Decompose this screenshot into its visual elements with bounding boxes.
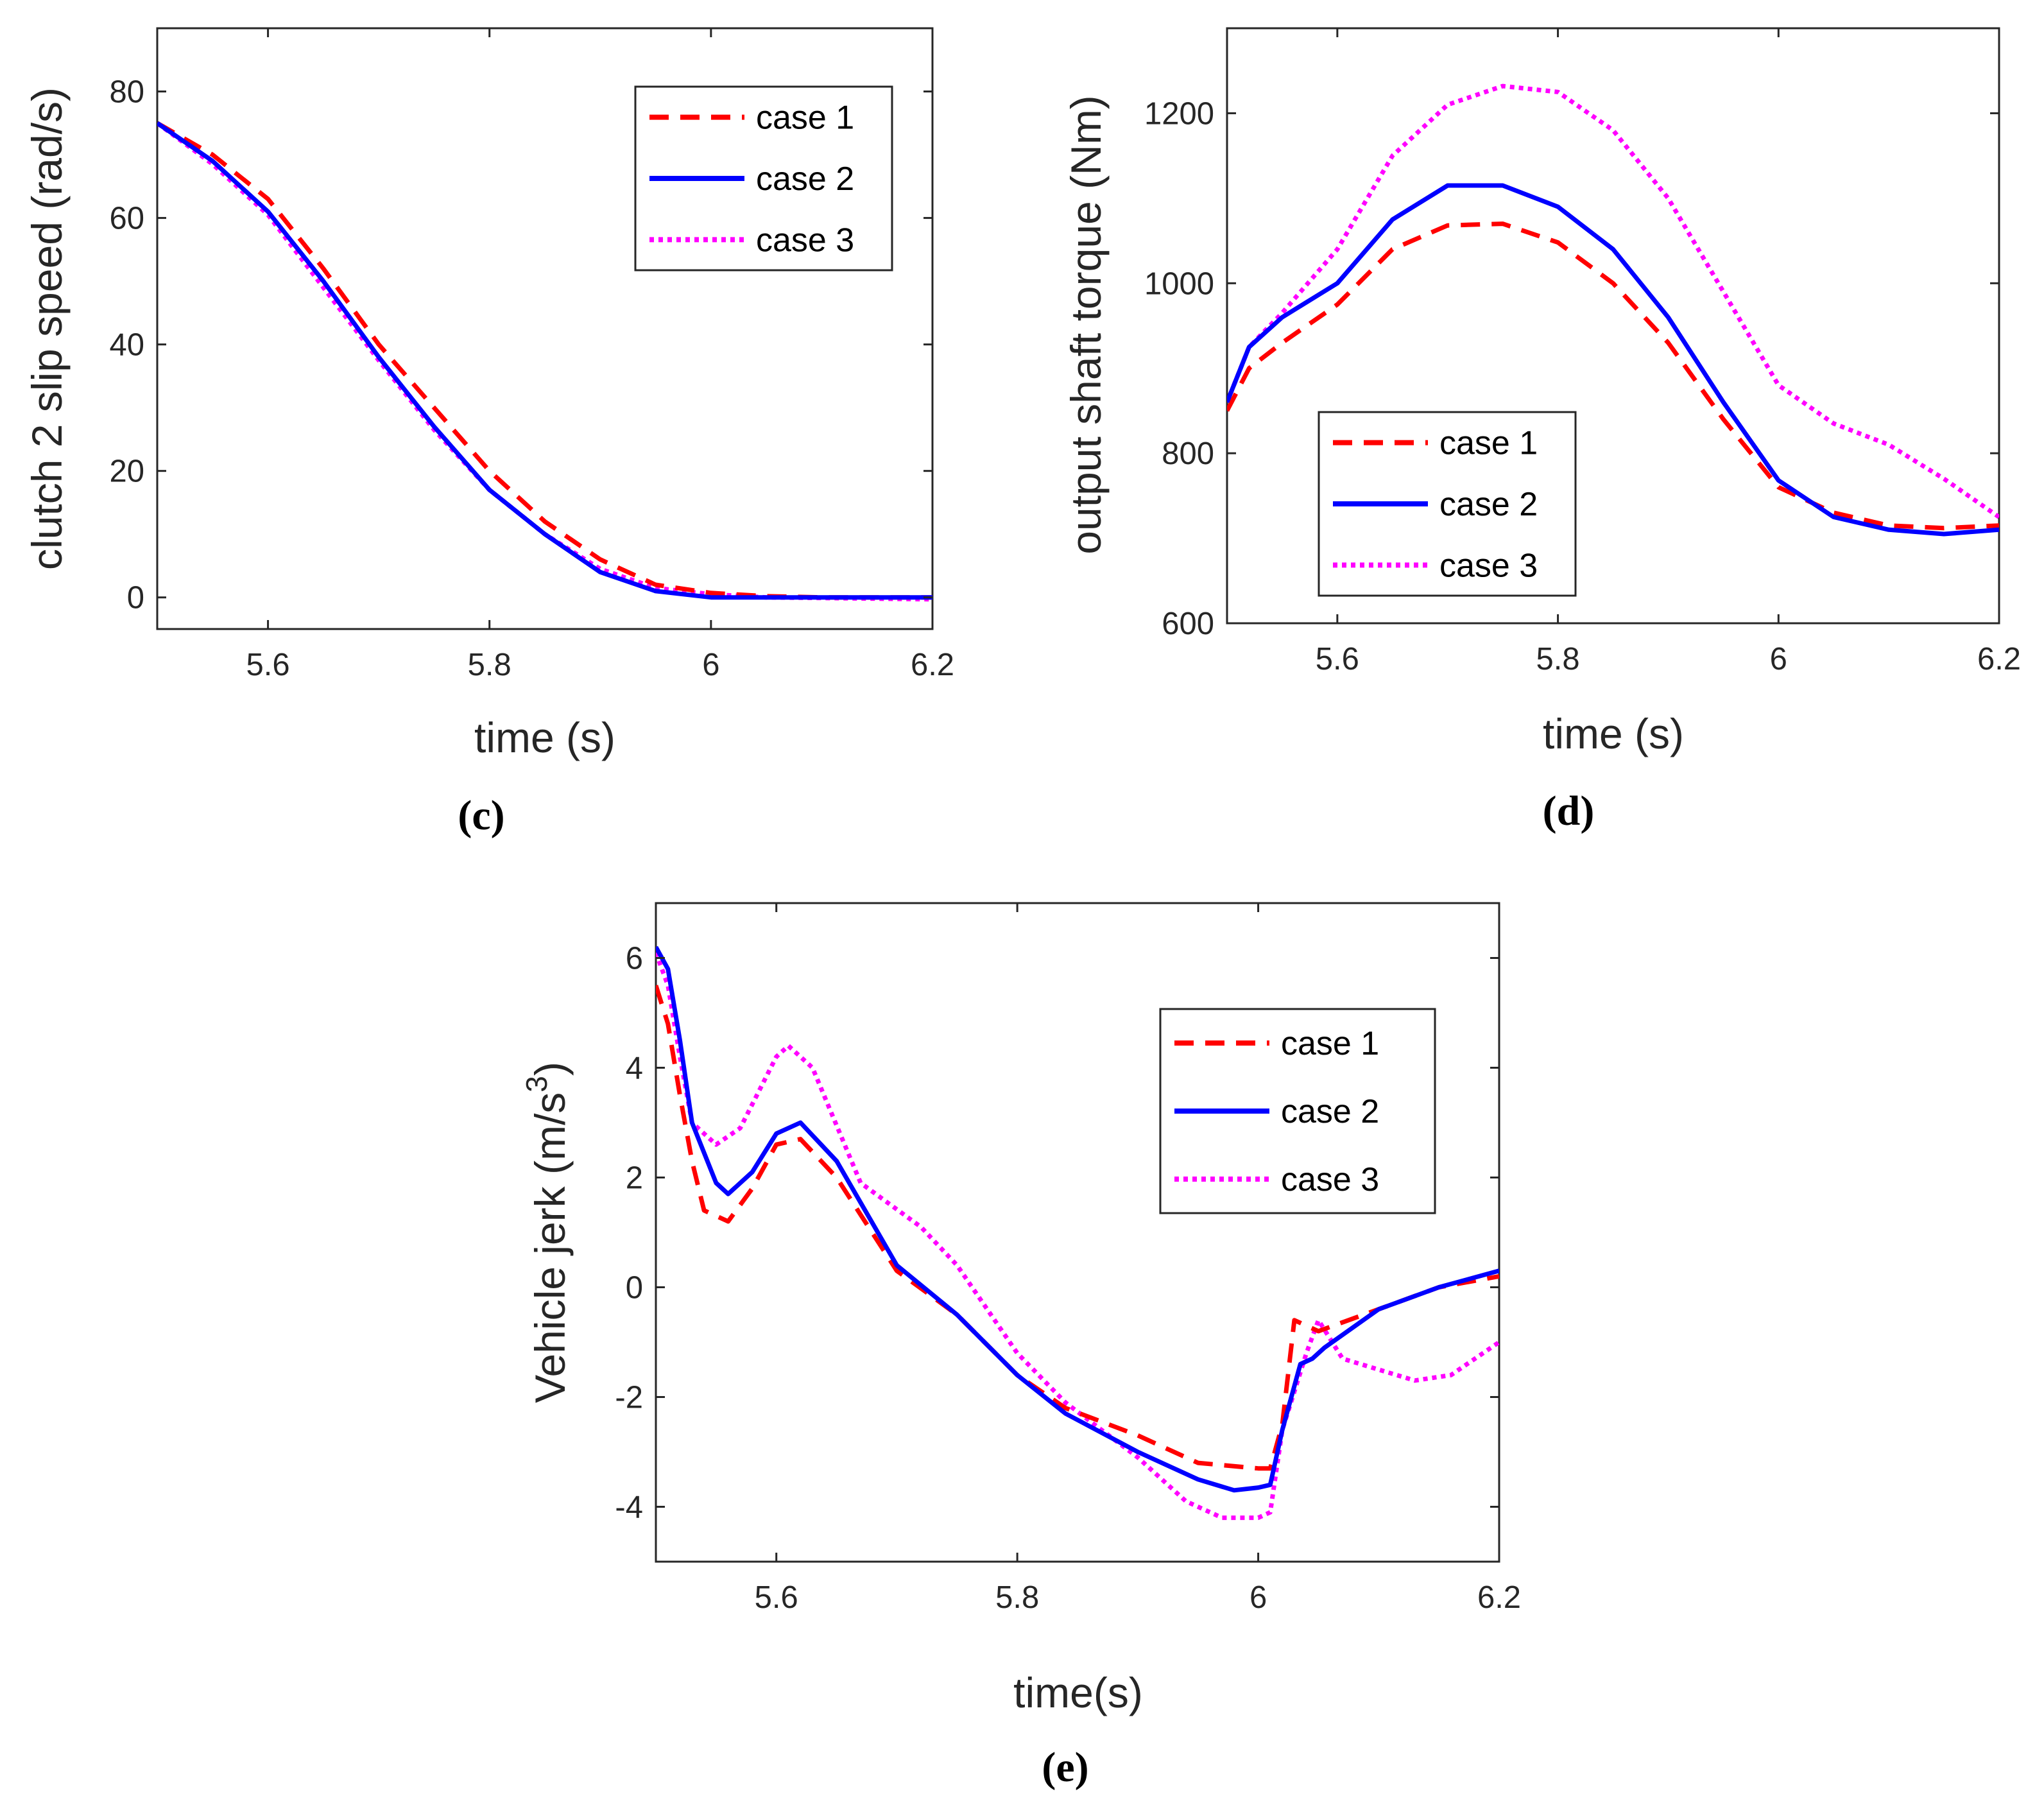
series-line-case-2 [157,121,932,600]
x-tick-label: 6 [1250,1580,1267,1615]
y-tick-label: 20 [109,454,144,489]
y-tick-label: 1000 [1144,266,1214,301]
legend-label: case 1 [756,99,854,137]
legend-label: case 2 [756,160,854,198]
y-axis-label-d: output shaft torque (Nm) [1062,95,1110,554]
x-tick-label: 6 [1770,642,1787,677]
caption-letter-e: e [1056,1744,1074,1791]
ticks-e: 5.6 5.8 6 6.2 -4 -2 0 2 4 6 [615,903,1521,1615]
y-tick-label: 6 [626,942,643,976]
y-tick-label: 80 [109,75,144,110]
legend-label: case 1 [1439,425,1538,462]
x-tick-label: 6.2 [1477,1580,1521,1615]
series-line-case-2 [656,945,1499,1493]
x-tick-label: 5.6 [1316,642,1359,677]
y-tick-label: 2 [626,1161,643,1196]
series-layer-d [1227,83,1999,537]
y-tick-label: 4 [626,1051,643,1086]
plot-area-e [655,902,1500,1563]
x-axis-label-d: time (s) [1543,710,1684,757]
caption-letter-d: d [1557,788,1581,834]
caption-c: (c) [458,792,504,839]
x-tick-label: 5.6 [755,1580,798,1615]
y-tick-label: 0 [127,581,144,616]
y-tick-label: 600 [1162,607,1214,641]
y-axis-label-c: clutch 2 slip speed (rad/s) [23,87,71,570]
y-tick-label: 40 [109,328,144,363]
y-tick-label: -2 [615,1381,643,1415]
legend-d: case 1 case 2 case 3 [1318,411,1577,597]
legend-e: case 1 case 2 case 3 [1159,1008,1436,1214]
y-tick-label: 800 [1162,436,1214,471]
series-line-case-3 [1227,83,1999,519]
x-axis-label-e: time(s) [1013,1669,1143,1716]
x-tick-label: 5.6 [246,648,290,682]
caption-e: (e) [1042,1744,1088,1791]
legend-label: case 2 [1439,486,1538,523]
x-tick-label: 6.2 [911,648,954,682]
series-line-case-1 [1227,221,1999,531]
y-axis-label-e-sup: 3 [520,1076,553,1092]
legend-label: case 3 [756,221,854,259]
y-tick-label: -4 [615,1490,643,1525]
caption-letter-c: c [472,792,490,839]
panel-e-vehicle-jerk: 5.6 5.8 6 6.2 -4 -2 0 2 4 6 time(s) Vehicle jerk … [520,902,1521,1791]
y-tick-label: 60 [109,202,144,236]
x-axis-label-c: time (s) [474,714,615,761]
legend-label: case 3 [1439,547,1538,584]
ticks-c: 5.6 5.8 6 6.2 0 20 40 60 80 [109,28,954,682]
series-line-case-3 [656,951,1499,1521]
ticks-d: 5.6 5.8 6 6.2 600 800 1000 1200 [1144,28,2021,677]
y-axis-label-e-text: Vehicle jerk (m/s [526,1092,574,1403]
x-tick-label: 6 [702,648,719,682]
y-tick-label: 1200 [1144,96,1214,131]
legend-label: case 3 [1281,1161,1379,1198]
series-layer-e [656,945,1499,1521]
y-axis-label-e-close: ) [526,1062,574,1076]
panel-d-output-torque: 5.6 5.8 6 6.2 600 800 1000 1200 time (s) output… [1062,27,2021,834]
panel-c-slip-speed: 5.6 5.8 6 6.2 0 20 40 60 80 time (s) clutch 2 sl… [23,27,954,839]
legend-label: case 2 [1281,1093,1379,1130]
series-line-case-2 [1227,183,1999,537]
y-tick-label: 0 [626,1271,643,1306]
legend-label: case 1 [1281,1025,1379,1062]
x-tick-label: 5.8 [995,1580,1039,1615]
caption-d: (d) [1543,788,1595,834]
x-tick-label: 5.8 [468,648,511,682]
series-layer-c [157,121,932,602]
x-tick-label: 6.2 [1977,642,2021,677]
legend-c: case 1 case 2 case 3 [634,85,893,272]
x-tick-label: 5.8 [1536,642,1580,677]
y-axis-label-e: Vehicle jerk (m/s3) [520,1062,574,1403]
